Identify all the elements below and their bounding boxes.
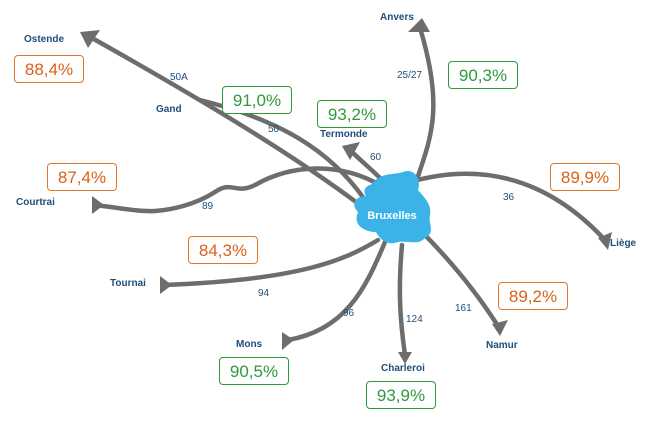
punctuality-badge-mons: 90,5% xyxy=(219,357,289,385)
city-tournai: Tournai xyxy=(110,278,146,289)
city-liege: Liège xyxy=(610,238,637,249)
bruxelles-region-shape xyxy=(354,170,431,244)
line-anvers xyxy=(412,25,436,188)
line-number-mons: 96 xyxy=(343,308,355,319)
punctuality-badge-liege: 89,9% xyxy=(550,163,620,191)
line-end-markers xyxy=(80,18,612,364)
line-number-ostende: 50A xyxy=(170,72,188,83)
punctuality-badge-courtrai: 87,4% xyxy=(47,163,117,191)
line-number-charleroi: 124 xyxy=(406,314,423,325)
marker-charleroi xyxy=(398,352,412,364)
line-mons xyxy=(285,239,388,343)
marker-courtrai xyxy=(92,196,104,214)
marker-liege xyxy=(598,232,612,250)
rail-lines xyxy=(89,25,608,358)
city-mons: Mons xyxy=(236,339,263,350)
punctuality-badge-charleroi: 93,9% xyxy=(366,381,436,409)
center-name: Bruxelles xyxy=(367,210,417,222)
line-courtrai xyxy=(92,166,388,214)
line-number-liege: 36 xyxy=(503,192,515,203)
punctuality-badge-ostende: 88,4% xyxy=(14,55,84,83)
line-number-gand: 50 xyxy=(268,124,280,135)
marker-anvers xyxy=(408,18,430,32)
line-number-termonde: 60 xyxy=(370,152,382,163)
punctuality-badge-namur: 89,2% xyxy=(498,282,568,310)
line-tournai xyxy=(160,237,381,288)
punctuality-badge-termonde: 93,2% xyxy=(317,100,387,128)
line-ostende xyxy=(89,35,363,208)
marker-tournai xyxy=(160,276,172,294)
marker-mons xyxy=(282,332,294,350)
line-charleroi xyxy=(397,242,408,358)
city-ostende: Ostende xyxy=(24,34,65,45)
line-namur xyxy=(417,227,501,329)
marker-ostende xyxy=(80,30,100,48)
city-termonde: Termonde xyxy=(320,129,368,140)
city-anvers: Anvers xyxy=(380,12,414,23)
line-number-anvers: 25/27 xyxy=(397,70,423,81)
punctuality-badge-tournai: 84,3% xyxy=(188,236,258,264)
marker-namur xyxy=(492,320,508,336)
punctuality-badge-gand: 91,0% xyxy=(222,86,292,114)
line-number-tournai: 94 xyxy=(258,288,270,299)
line-number-namur: 161 xyxy=(455,303,472,314)
city-courtrai: Courtrai xyxy=(16,197,55,208)
marker-termonde xyxy=(342,142,360,160)
line-liege xyxy=(407,171,608,243)
line-number-courtrai: 89 xyxy=(202,201,214,212)
city-charleroi: Charleroi xyxy=(381,363,425,374)
city-gand: Gand xyxy=(156,104,182,115)
punctuality-badge-anvers: 90,3% xyxy=(448,61,518,89)
city-namur: Namur xyxy=(486,340,518,351)
